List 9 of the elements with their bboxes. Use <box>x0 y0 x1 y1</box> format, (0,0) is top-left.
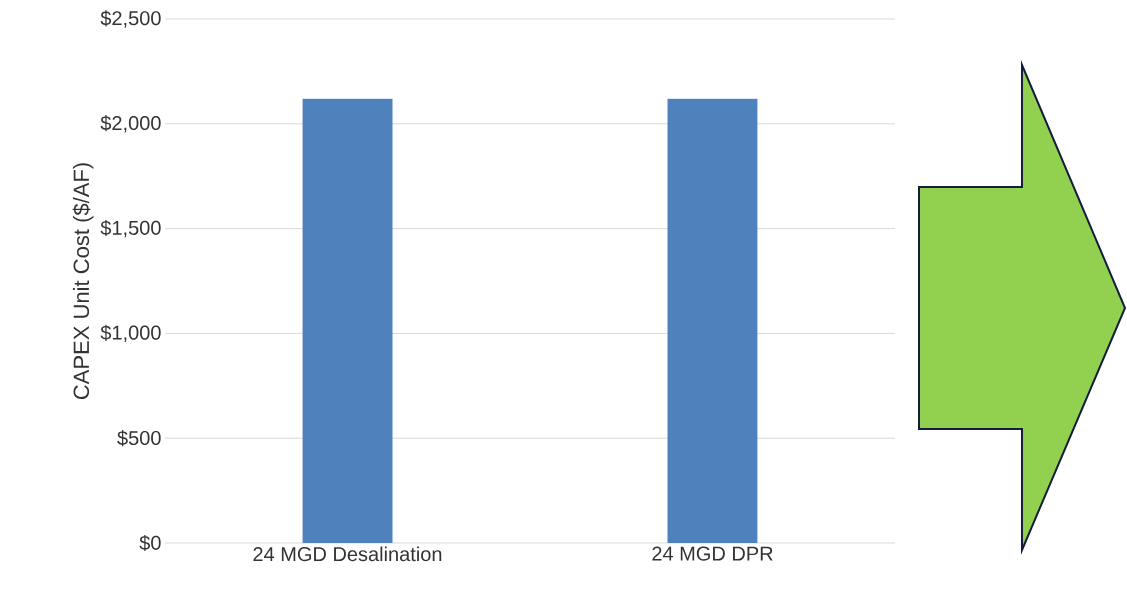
y-tick-label: $500 <box>117 430 161 447</box>
x-tick-label: 24 MGD DPR <box>652 546 773 561</box>
y-tick-label: $2,500 <box>100 10 161 28</box>
y-tick-label: $0 <box>139 534 161 552</box>
y-axis-title: CAPEX Unit Cost ($/AF) <box>72 163 94 400</box>
y-tick-label: $1,000 <box>100 324 161 343</box>
y-tick-label: $2,000 <box>100 115 161 133</box>
y-tick-label: $1,500 <box>100 219 161 238</box>
x-tick-label: 24 MGD Desalination <box>253 546 442 562</box>
